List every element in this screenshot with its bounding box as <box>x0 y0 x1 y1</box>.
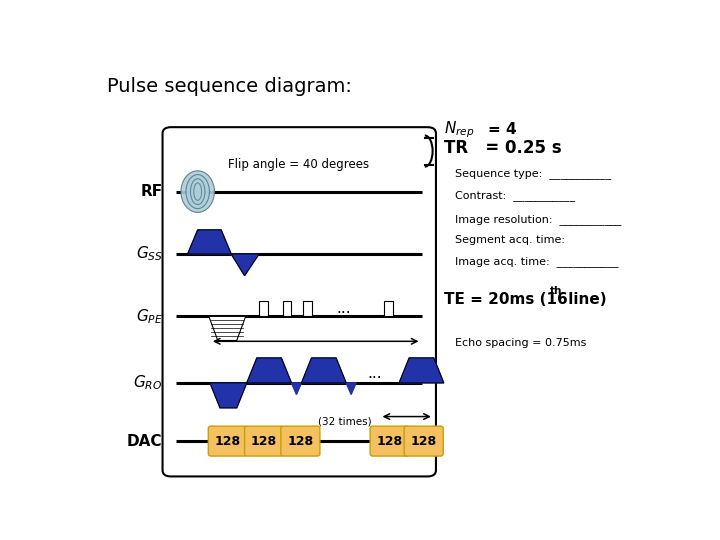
Text: 128: 128 <box>410 435 437 448</box>
Text: Echo spacing = 0.75ms: Echo spacing = 0.75ms <box>456 339 587 348</box>
Polygon shape <box>259 301 268 316</box>
Text: $G_{PE}$: $G_{PE}$ <box>135 307 163 326</box>
FancyBboxPatch shape <box>245 426 284 456</box>
Polygon shape <box>247 358 292 383</box>
Text: 128: 128 <box>287 435 313 448</box>
Text: 128: 128 <box>215 435 241 448</box>
Polygon shape <box>282 301 292 316</box>
FancyBboxPatch shape <box>404 426 444 456</box>
Ellipse shape <box>186 174 210 208</box>
Text: $G_{RO}$: $G_{RO}$ <box>133 374 163 392</box>
Polygon shape <box>209 316 246 341</box>
Ellipse shape <box>191 179 205 205</box>
Text: Sequence type:  ___________: Sequence type: ___________ <box>456 168 611 179</box>
Polygon shape <box>302 358 346 383</box>
Text: th: th <box>550 286 563 296</box>
Text: ...: ... <box>336 301 351 316</box>
Text: TR   = 0.25 s: TR = 0.25 s <box>444 139 562 157</box>
FancyBboxPatch shape <box>281 426 320 456</box>
Polygon shape <box>292 383 302 395</box>
Text: line): line) <box>562 292 606 307</box>
Text: Image acq. time:  ___________: Image acq. time: ___________ <box>456 255 619 267</box>
Polygon shape <box>384 301 393 316</box>
Text: Image resolution:  ___________: Image resolution: ___________ <box>456 214 622 225</box>
Text: $G_{SS}$: $G_{SS}$ <box>135 245 163 264</box>
Text: 128: 128 <box>251 435 277 448</box>
Polygon shape <box>188 230 231 254</box>
Text: Flip angle = 40 degrees: Flip angle = 40 degrees <box>228 158 369 171</box>
Text: TE = 20ms (16: TE = 20ms (16 <box>444 292 568 307</box>
Text: Contrast:  ___________: Contrast: ___________ <box>456 190 575 201</box>
Text: RF: RF <box>140 184 163 199</box>
Polygon shape <box>231 254 259 275</box>
Ellipse shape <box>181 171 215 212</box>
Ellipse shape <box>194 183 202 200</box>
FancyBboxPatch shape <box>208 426 248 456</box>
Text: Pulse sequence diagram:: Pulse sequence diagram: <box>107 77 351 96</box>
Polygon shape <box>399 358 444 383</box>
Text: ...: ... <box>368 366 382 381</box>
Text: Segment acq. time:: Segment acq. time: <box>456 235 565 245</box>
Polygon shape <box>210 383 247 408</box>
Text: DAC: DAC <box>127 434 163 449</box>
FancyBboxPatch shape <box>370 426 409 456</box>
Text: = 4: = 4 <box>488 122 516 137</box>
Polygon shape <box>346 383 356 395</box>
Polygon shape <box>302 301 312 316</box>
Text: $N_{rep}$: $N_{rep}$ <box>444 119 475 139</box>
Text: 128: 128 <box>377 435 402 448</box>
Text: (32 times): (32 times) <box>318 417 372 427</box>
